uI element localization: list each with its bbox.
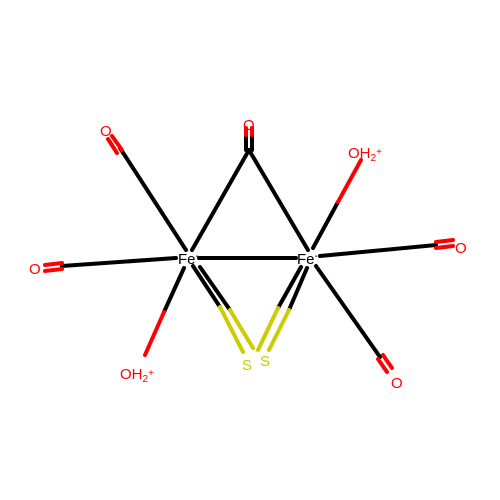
bond-fe1-c-bridge	[190, 148, 251, 252]
bond-co-right-a	[434, 238, 455, 244]
atom-oh2-lower: OH2+	[120, 366, 154, 385]
atom-o-right: O	[455, 240, 467, 257]
bond-co-left-b	[43, 267, 64, 273]
bond-fe1-s1-black-b	[198, 265, 232, 312]
atom-labels: Fe- Fe- S S O O O O O OH2+ OH2+	[29, 117, 467, 392]
atom-o-left: O	[29, 261, 41, 278]
bond-fe2-c-bridge	[247, 148, 310, 252]
atom-o-upper-left: O	[100, 123, 112, 140]
bond-co-right-b	[434, 244, 455, 250]
bond-fe2-s2-yellow-b	[267, 308, 291, 352]
bond-fe2-c-lower-right	[314, 264, 382, 359]
atom-oh2-upper: OH2+	[348, 145, 382, 164]
atom-o-bridge: O	[243, 117, 255, 134]
bond-fe1-s1-yellow-b	[228, 308, 255, 350]
bond-co-left-a	[43, 261, 64, 267]
atom-s2: S	[260, 353, 270, 370]
atom-o-lower-right: O	[391, 375, 403, 392]
bonds	[43, 126, 455, 374]
bond-fe2-oh2-upper-red	[336, 158, 363, 204]
bond-fe2-oh2-upper-black	[311, 200, 340, 250]
bond-fe1-c-upper-left	[118, 146, 188, 252]
atom-s1: S	[242, 357, 252, 374]
atom-fe2: Fe-	[297, 251, 318, 268]
bond-co-upper-left-b	[106, 137, 119, 155]
bond-fe2-s2-black-a	[276, 265, 303, 310]
bond-fe2-s2-black-b	[287, 266, 309, 312]
bond-fe2-s2-yellow-a	[256, 306, 280, 352]
bond-fe1-oh2-lower-black	[162, 266, 186, 314]
bond-fe1-c-left	[60, 256, 178, 268]
bond-fe1-s1-black-a	[191, 264, 222, 309]
bond-co-lower-right-b	[376, 357, 389, 374]
bond-fe2-c-right	[318, 243, 438, 258]
bond-co-upper-left-a	[110, 134, 124, 152]
bond-co-lower-right-a	[381, 353, 394, 370]
atom-fe1: Fe-	[178, 251, 199, 268]
bond-fe1-oh2-lower-red	[143, 310, 166, 357]
bond-fe1-s1-yellow-a	[218, 305, 245, 354]
